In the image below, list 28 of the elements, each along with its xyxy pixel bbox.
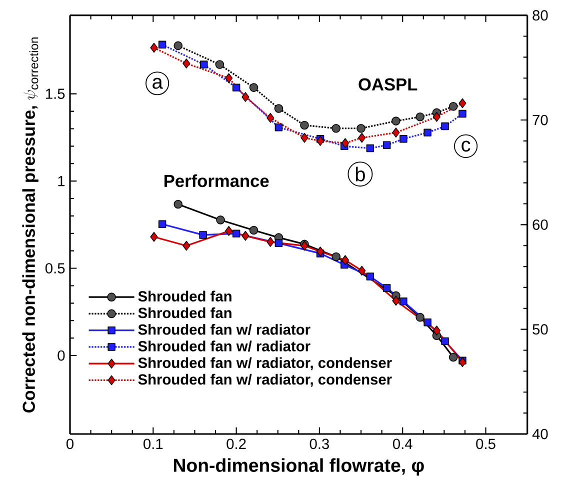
- annotation: c: [462, 140, 470, 152]
- annotation: b: [356, 166, 365, 182]
- annotation: Performance: [164, 174, 269, 188]
- x-tick-label: 0.2: [226, 438, 246, 450]
- x-tick-label: 0.1: [144, 438, 163, 450]
- legend-label: Shrouded fan w/ radiator: [138, 324, 310, 335]
- legend-label: Shrouded fan: [138, 290, 232, 302]
- y2-tick-label: 50: [532, 324, 548, 335]
- legend-label: Shrouded fan w/ radiator, condenser: [138, 374, 392, 387]
- y-axis-title: $\mbox{Corrected non-dimensional pressure, }\psi_{\mathrm{correction}}$: [22, 38, 38, 413]
- annotation: OASPL: [358, 78, 418, 91]
- y2-tick-label: 70: [532, 114, 548, 126]
- x-tick-label: 0.4: [392, 438, 412, 450]
- x-tick-label: 0.5: [476, 438, 496, 450]
- legend-label: Shrouded fan w/ radiator: [138, 340, 310, 352]
- annotation: a: [152, 78, 163, 89]
- legend-label: Shrouded fan w/ radiator, condenser: [138, 357, 392, 370]
- y2-tick-label: 60: [532, 219, 548, 230]
- y-tick-label: 0: [58, 350, 65, 361]
- x-tick-label: 0: [66, 438, 74, 450]
- legend-label: Shrouded fan: [138, 307, 232, 318]
- x-tick-label: 0.3: [310, 438, 329, 450]
- y-tick-label: 0.5: [45, 263, 65, 274]
- y-tick-label: 1: [58, 176, 65, 186]
- x-axis-title: Non-dimensional flowrate, φ: [174, 458, 424, 476]
- y2-tick-label: 80: [532, 10, 548, 21]
- y-tick-label: 1.5: [46, 88, 65, 99]
- y2-tick-label: 40: [532, 428, 548, 440]
